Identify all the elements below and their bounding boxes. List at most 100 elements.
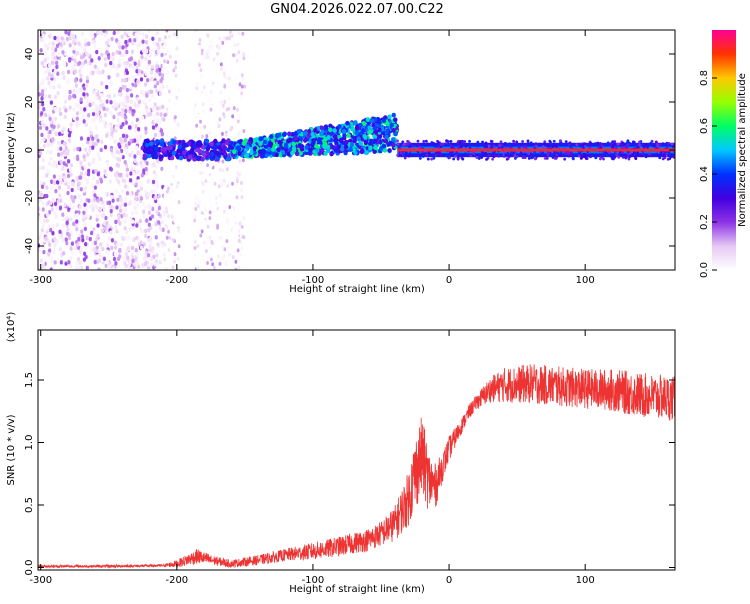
heatmap-cell bbox=[505, 157, 509, 161]
heatmap-cell bbox=[208, 266, 212, 270]
heatmap-cell bbox=[668, 157, 672, 161]
heatmap-cell bbox=[49, 256, 54, 262]
heatmap-cell bbox=[104, 263, 108, 269]
heatmap-cell bbox=[38, 92, 41, 97]
heatmap-cell bbox=[170, 214, 174, 219]
heatmap-cell bbox=[484, 141, 488, 145]
heatmap-cell bbox=[158, 119, 162, 125]
heatmap-cell bbox=[171, 134, 174, 139]
heatmap-cell bbox=[449, 144, 453, 148]
heatmap-cell bbox=[150, 214, 155, 219]
heatmap-cell bbox=[231, 224, 235, 229]
heatmap-cell bbox=[92, 227, 96, 232]
heatmap-cell bbox=[206, 163, 210, 168]
heatmap-cell bbox=[220, 100, 223, 105]
heatmap-cell bbox=[97, 105, 101, 110]
heatmap-cell bbox=[224, 262, 228, 267]
colorbar-tick-label: 0.8 bbox=[699, 70, 710, 86]
heatmap-cell bbox=[47, 210, 52, 215]
heatmap-cell bbox=[67, 179, 71, 185]
heatmap-cell bbox=[90, 58, 94, 63]
heatmap-cell bbox=[73, 195, 77, 200]
heatmap-cell bbox=[43, 218, 47, 224]
heatmap-cell bbox=[212, 83, 216, 88]
heatmap-cell bbox=[118, 247, 122, 253]
heatmap-cell bbox=[111, 198, 115, 203]
heatmap-cell bbox=[221, 103, 225, 108]
heatmap-cell bbox=[240, 224, 244, 229]
heatmap-cell bbox=[79, 106, 83, 111]
heatmap-cell bbox=[515, 140, 519, 144]
heatmap-cell bbox=[290, 150, 295, 156]
heatmap-cell bbox=[459, 145, 463, 149]
heatmap-cell bbox=[372, 125, 378, 131]
heatmap-cell bbox=[163, 65, 167, 70]
heatmap-cell bbox=[79, 246, 83, 251]
heatmap-cell bbox=[177, 200, 181, 205]
heatmap-cell bbox=[116, 163, 121, 168]
heatmap-cell bbox=[130, 167, 134, 172]
heatmap-cell bbox=[506, 144, 510, 148]
heatmap-cell bbox=[151, 249, 155, 254]
heatmap-cell bbox=[47, 63, 52, 68]
heatmap-cell bbox=[71, 205, 75, 210]
heatmap-cell bbox=[75, 266, 79, 270]
heatmap-cell bbox=[568, 141, 572, 145]
heatmap-cell bbox=[58, 247, 62, 252]
heatmap-cell bbox=[220, 182, 224, 187]
heatmap-cell bbox=[70, 250, 74, 255]
heatmap-cell bbox=[128, 191, 132, 197]
heatmap-cell bbox=[80, 31, 85, 37]
heatmap-cell bbox=[340, 146, 345, 152]
heatmap-cell bbox=[69, 172, 73, 177]
heatmap-cell bbox=[445, 154, 449, 158]
heatmap-cell bbox=[222, 178, 226, 183]
x-tick-label: -200 bbox=[165, 275, 188, 286]
heatmap-cell bbox=[203, 91, 207, 96]
heatmap-cell bbox=[167, 229, 170, 234]
heatmap-cell bbox=[226, 66, 230, 71]
heatmap-cell bbox=[212, 146, 218, 151]
heatmap-cell bbox=[177, 131, 181, 136]
heatmap-cell bbox=[218, 238, 222, 243]
heatmap-cell bbox=[109, 135, 113, 141]
heatmap-cell bbox=[387, 148, 392, 153]
heatmap-cell bbox=[221, 138, 226, 144]
heatmap-cell bbox=[381, 143, 387, 149]
heatmap-cell bbox=[131, 255, 135, 260]
heatmap-cell bbox=[148, 243, 152, 249]
heatmap-cell bbox=[53, 201, 58, 207]
heatmap-cell bbox=[237, 202, 241, 207]
heatmap-cell bbox=[129, 138, 133, 143]
heatmap-cell bbox=[129, 171, 133, 176]
heatmap-cell bbox=[235, 145, 241, 151]
heatmap-cell bbox=[59, 111, 63, 116]
heatmap-cell bbox=[119, 124, 123, 130]
heatmap-cell bbox=[94, 168, 98, 174]
heatmap-cell bbox=[208, 44, 211, 49]
heatmap-cell bbox=[153, 84, 157, 89]
heatmap-cell bbox=[430, 141, 434, 144]
heatmap-cell bbox=[596, 141, 600, 145]
heatmap-cell bbox=[424, 139, 428, 143]
heatmap-cell bbox=[239, 252, 243, 257]
heatmap-cell bbox=[82, 217, 86, 222]
heatmap-cell bbox=[443, 143, 447, 147]
heatmap-cell bbox=[196, 142, 201, 147]
heatmap-cell bbox=[64, 30, 68, 35]
heatmap-cell bbox=[198, 105, 202, 110]
heatmap-cell bbox=[606, 141, 610, 145]
heatmap-cell bbox=[234, 221, 238, 226]
heatmap-cell bbox=[464, 144, 468, 148]
heatmap-cell bbox=[51, 162, 55, 168]
heatmap-cell bbox=[136, 30, 140, 35]
heatmap-cell bbox=[41, 78, 45, 83]
heatmap-cell bbox=[102, 119, 106, 124]
heatmap-cell bbox=[215, 190, 219, 195]
heatmap-cell bbox=[519, 151, 523, 155]
heatmap-cell bbox=[82, 114, 86, 119]
heatmap-cell bbox=[232, 53, 235, 58]
heatmap-cell bbox=[116, 218, 120, 224]
heatmap-cell bbox=[221, 159, 225, 164]
heatmap-cell bbox=[491, 151, 495, 155]
